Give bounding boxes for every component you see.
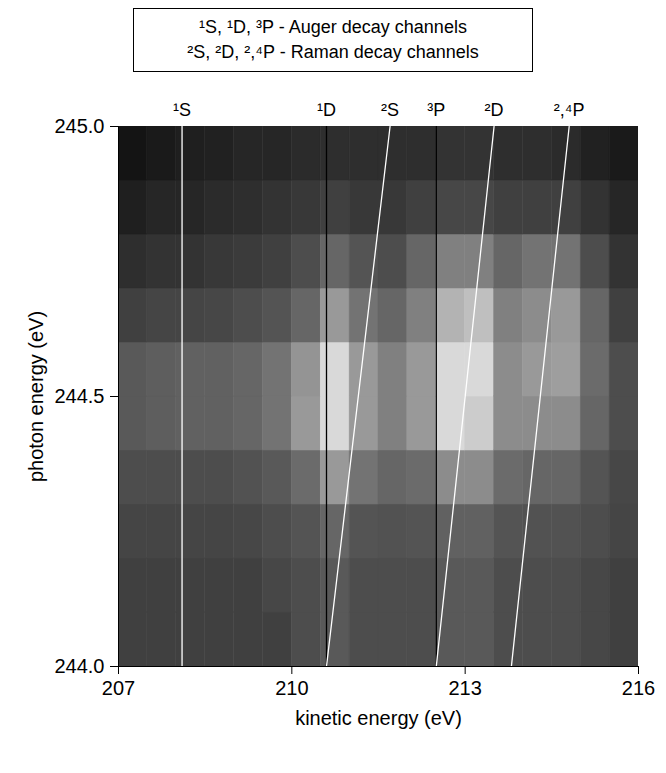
html-text:¹S, ¹D, ³P - Auger decay chann: ¹S, ¹D, ³P - Auger decay channels (199, 17, 467, 37)
svg-text:244.5: 244.5 (54, 385, 104, 407)
svg-text:210: 210 (275, 677, 308, 699)
svg-text:²D: ²D (485, 101, 504, 121)
svg-text:¹S: ¹S (173, 101, 191, 121)
svg-text:²,⁴P: ²,⁴P (554, 101, 585, 121)
svg-text:213: 213 (448, 677, 481, 699)
html-text:²S, ²D, ²,⁴P - Raman decay cha: ²S, ²D, ²,⁴P - Raman decay channels (187, 42, 479, 63)
svg-text:³P: ³P (427, 101, 445, 121)
svg-text:photon energy (eV): photon energy (eV) (25, 311, 47, 482)
svg-text:207: 207 (102, 677, 135, 699)
svg-text:kinetic energy (eV): kinetic energy (eV) (295, 707, 462, 729)
svg-text:244.0: 244.0 (54, 655, 104, 677)
svg-text:²S: ²S (381, 101, 399, 121)
svg-text:245.0: 245.0 (54, 115, 104, 137)
svg-text:216: 216 (622, 677, 655, 699)
svg-text:¹D: ¹D (317, 101, 336, 121)
